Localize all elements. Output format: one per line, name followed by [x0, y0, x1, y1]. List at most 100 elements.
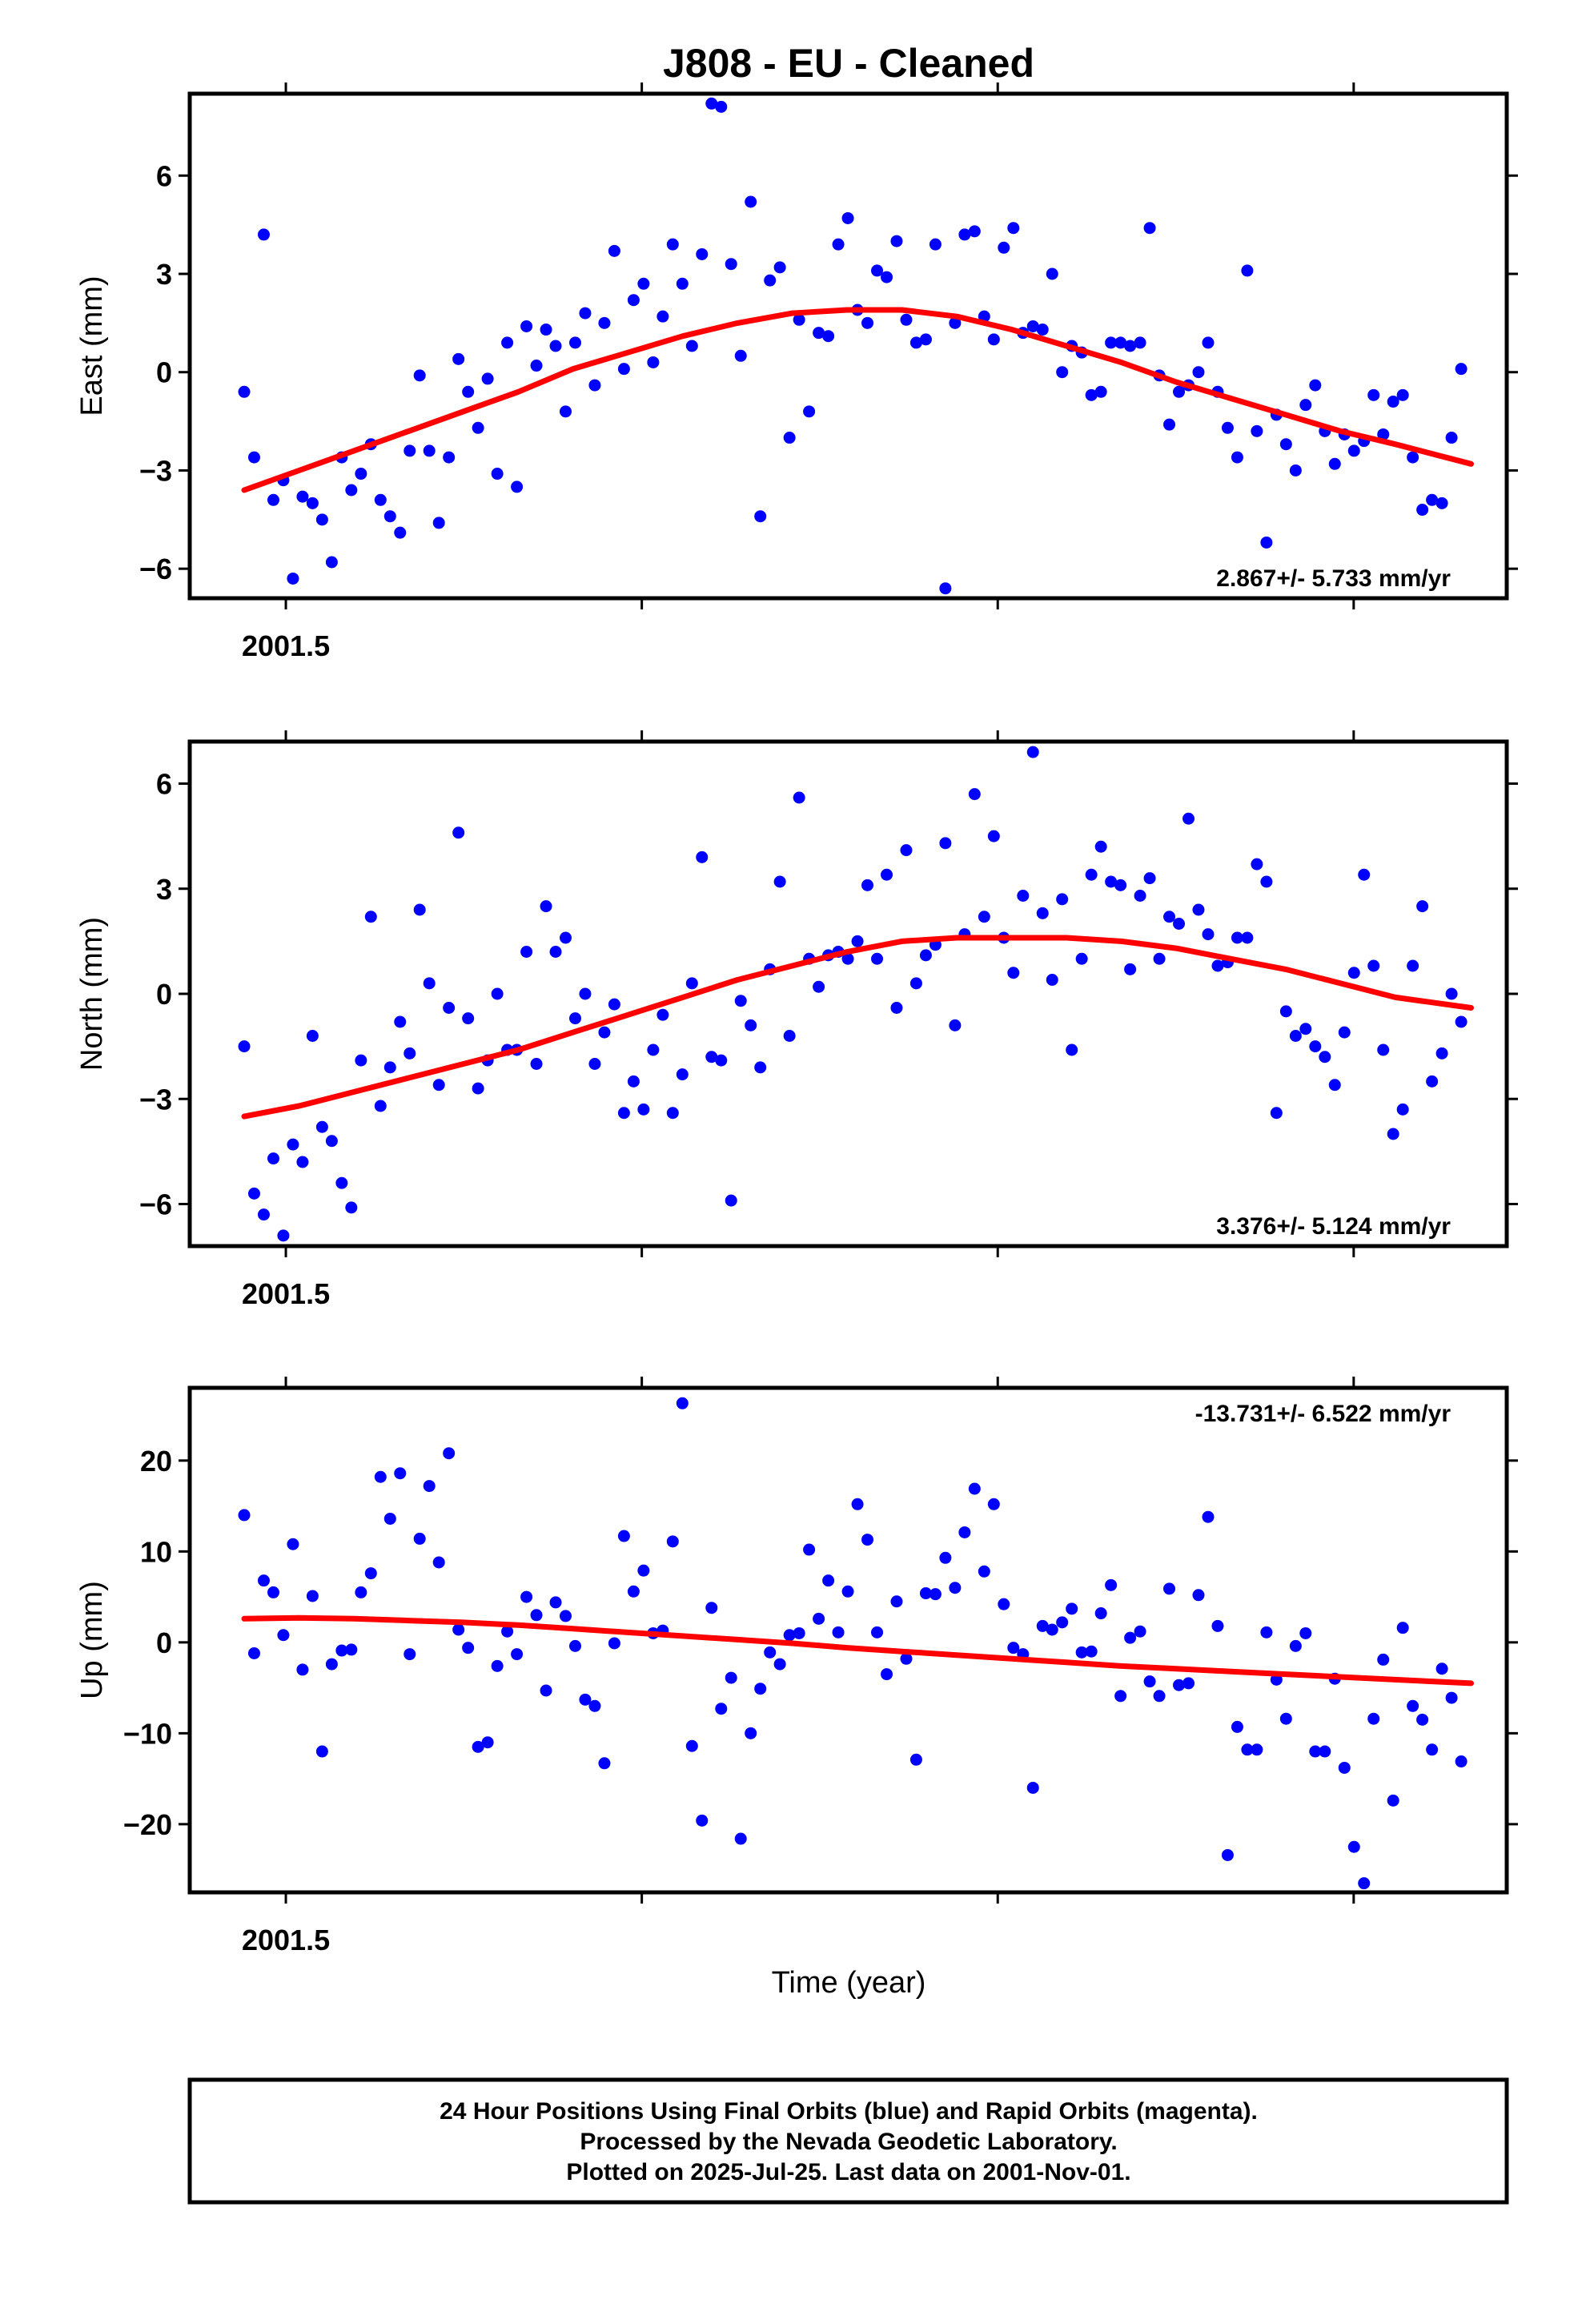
- east-data-point: [803, 405, 816, 418]
- east-data-point: [472, 421, 484, 434]
- east-data-point: [588, 379, 601, 392]
- north-data-point: [257, 1208, 270, 1221]
- north-data-point: [637, 1103, 650, 1116]
- north-data-point: [696, 850, 709, 863]
- east-data-point: [1114, 336, 1127, 349]
- north-data-point: [472, 1082, 484, 1095]
- up-ytick-label: −10: [123, 1717, 172, 1750]
- north-data-point: [1426, 1075, 1439, 1088]
- east-data-point: [1328, 457, 1341, 470]
- north-data-point: [909, 977, 922, 990]
- up-data-point: [1163, 1582, 1176, 1595]
- up-data-point: [364, 1567, 377, 1580]
- up-data-point: [861, 1534, 874, 1546]
- east-data-point: [1241, 264, 1254, 277]
- north-data-point: [939, 837, 952, 850]
- north-data-point: [579, 987, 592, 1000]
- east-data-point: [511, 480, 524, 493]
- up-data-point: [559, 1610, 572, 1622]
- north-data-point: [364, 911, 377, 923]
- east-data-point: [1251, 424, 1263, 437]
- east-data-point: [1105, 336, 1118, 349]
- up-data-point: [1192, 1589, 1205, 1602]
- north-data-point: [568, 1012, 581, 1025]
- east-data-point: [1026, 320, 1039, 332]
- up-data-point: [793, 1626, 805, 1639]
- up-data-point: [1026, 1781, 1039, 1794]
- north-data-point: [890, 1002, 903, 1014]
- north-data-point: [725, 1194, 737, 1207]
- up-data-point: [540, 1684, 552, 1697]
- east-data-point: [413, 369, 426, 382]
- east-data-point: [890, 235, 903, 247]
- north-ytick-label: −3: [139, 1083, 172, 1116]
- north-data-point: [1407, 959, 1419, 972]
- north-data-point: [355, 1054, 367, 1067]
- up-data-point: [705, 1602, 718, 1614]
- up-data-point: [277, 1629, 290, 1642]
- east-data-point: [608, 244, 620, 257]
- up-data-point: [987, 1498, 1000, 1510]
- up-data-point: [783, 1629, 796, 1642]
- north-y-axis-label: North (mm): [75, 917, 109, 1071]
- east-data-point: [647, 356, 660, 368]
- north-data-point: [900, 844, 913, 857]
- east-data-point: [257, 228, 270, 241]
- north-data-point: [1066, 1043, 1078, 1056]
- up-data-point: [1153, 1690, 1166, 1703]
- east-data-point: [734, 349, 747, 362]
- east-data-point: [1163, 418, 1176, 431]
- up-y-axis-label: Up (mm): [75, 1581, 109, 1699]
- north-data-point: [1211, 959, 1224, 972]
- east-data-point: [1426, 493, 1439, 506]
- east-data-point: [666, 238, 679, 251]
- up-ytick-label: 0: [156, 1626, 172, 1659]
- up-data-point: [734, 1832, 747, 1845]
- up-data-point: [383, 1512, 396, 1525]
- up-data-point: [1289, 1639, 1302, 1652]
- up-data-point: [1211, 1619, 1224, 1632]
- north-data-point: [1270, 1107, 1283, 1120]
- up-data-point: [1416, 1713, 1429, 1726]
- up-data-point: [696, 1814, 709, 1827]
- up-data-point: [296, 1663, 309, 1676]
- east-plot-frame: [187, 91, 1509, 601]
- north-data-point: [881, 868, 893, 881]
- north-data-point: [1358, 868, 1371, 881]
- up-data-point: [666, 1535, 679, 1548]
- north-data-point: [462, 1012, 475, 1025]
- east-data-point: [813, 327, 825, 340]
- north-data-point: [715, 1054, 728, 1067]
- east-data-point: [383, 510, 396, 523]
- north-data-point: [1182, 812, 1195, 825]
- up-data-point: [247, 1647, 260, 1659]
- east-data-point: [1231, 451, 1243, 464]
- north-data-point: [1260, 875, 1273, 888]
- north-data-point: [559, 931, 572, 944]
- north-data-point: [949, 1019, 962, 1031]
- up-data-point: [1377, 1653, 1390, 1666]
- east-data-point: [1143, 222, 1156, 235]
- north-data-point: [404, 1047, 416, 1059]
- up-fit-line: [241, 1614, 1474, 1687]
- up-data-point: [1124, 1631, 1137, 1644]
- up-data-point: [443, 1447, 456, 1460]
- east-ytick-label: −3: [139, 454, 172, 487]
- north-data-point: [1007, 967, 1020, 979]
- north-data-point: [1289, 1030, 1302, 1042]
- up-data-point: [579, 1693, 592, 1706]
- east-data-point: [841, 211, 854, 224]
- east-data-point: [1260, 536, 1273, 549]
- east-data-point: [1309, 379, 1322, 392]
- up-data-point: [1173, 1679, 1186, 1691]
- up-data-point: [491, 1659, 504, 1672]
- east-data-point: [1279, 438, 1292, 451]
- north-data-point: [1347, 967, 1360, 979]
- east-data-point: [238, 385, 251, 398]
- east-data-point: [267, 493, 279, 506]
- up-data-point: [287, 1538, 299, 1550]
- east-data-point: [559, 405, 572, 418]
- east-data-point: [1435, 497, 1448, 509]
- up-data-point: [773, 1658, 786, 1671]
- up-data-point: [745, 1727, 757, 1739]
